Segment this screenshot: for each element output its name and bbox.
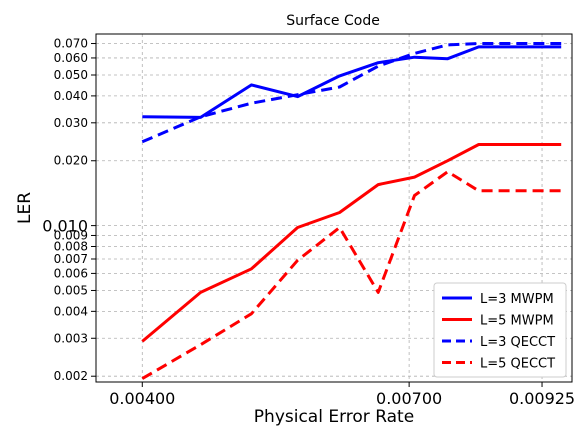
series-line-l-5-qecct xyxy=(141,170,562,380)
legend: L=3 MWPM L=5 MWPM L=3 QECCT L=5 QECCT xyxy=(433,282,567,378)
y-tick-label: 0.050 xyxy=(54,68,88,82)
legend-label-l-5-mwpm: L=5 MWPM xyxy=(480,314,554,329)
chart-title: Surface Code xyxy=(286,13,380,29)
x-axis: 0.00400 0.00700 0.00925 xyxy=(109,382,575,408)
y-tick-label: 0.010 xyxy=(42,217,88,236)
series-line-l-3-mwpm xyxy=(142,45,562,119)
y-tick-label: 0.009 xyxy=(54,228,88,242)
y-axis-label: LER xyxy=(15,192,35,224)
series-line-l-5-mwpm xyxy=(141,143,562,343)
y-tick-label: 0.005 xyxy=(54,283,88,297)
series-layer xyxy=(141,42,562,380)
y-tick-label: 0.008 xyxy=(54,239,88,253)
legend-label-l-5-qecct: L=5 QECCT xyxy=(480,357,555,372)
x-tick-label: 0.00400 xyxy=(109,389,175,408)
y-tick-label: 0.006 xyxy=(54,266,88,280)
x-tick-label: 0.00925 xyxy=(509,389,575,408)
x-axis-label: Physical Error Rate xyxy=(254,407,414,427)
plot-frame xyxy=(95,33,573,383)
y-tick-label: 0.004 xyxy=(54,304,88,318)
y-tick-label: 0.040 xyxy=(54,89,88,103)
y-tick-label: 0.002 xyxy=(54,369,88,383)
y-tick-label: 0.007 xyxy=(54,252,88,266)
x-tick-label: 0.00700 xyxy=(376,389,442,408)
series-line-l-3-qecct xyxy=(141,42,562,144)
y-tick-label: 0.070 xyxy=(54,37,88,51)
legend-label-l-3-qecct: L=3 QECCT xyxy=(480,335,555,350)
y-axis: 0.002 0.003 0.004 0.005 0.0060.0070.0080.009… xyxy=(42,37,96,383)
legend-label-l-3-mwpm: L=3 MWPM xyxy=(480,292,554,307)
legend-box xyxy=(433,282,567,378)
y-tick-label: 0.003 xyxy=(54,331,88,345)
y-tick-label: 0.030 xyxy=(54,116,88,130)
y-tick-label: 0.060 xyxy=(54,51,88,65)
y-tick-label: 0.020 xyxy=(54,154,88,168)
